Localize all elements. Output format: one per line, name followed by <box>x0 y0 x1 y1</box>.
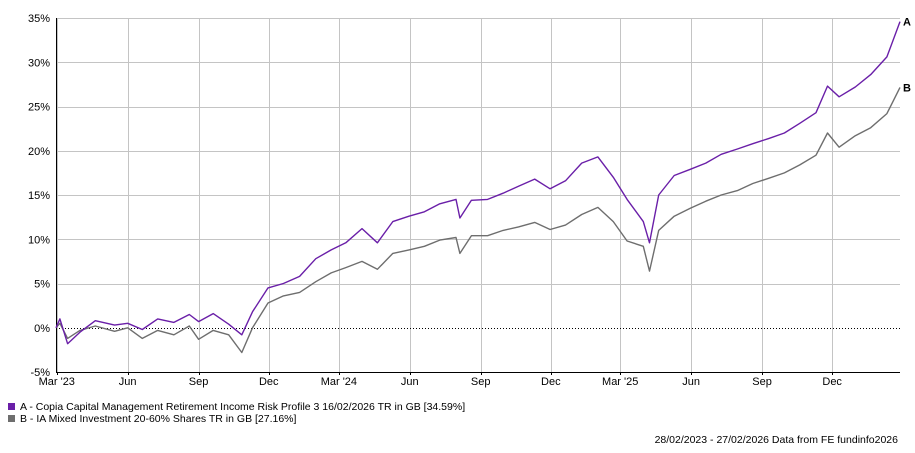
y-tick-label: 25% <box>28 102 50 114</box>
series-end-label-b: B <box>903 82 911 94</box>
tick-labels: 35% 30% 25% 20% 15% 10% 5% 0% -5%Mar '23 Jun Sep De… <box>28 13 911 388</box>
x-tick-label: Sep <box>189 376 209 388</box>
x-tick-label: Sep <box>471 376 491 388</box>
series-end-label-a: A <box>903 17 911 29</box>
y-tick-label: 5% <box>34 279 50 291</box>
grid-lines <box>56 18 900 373</box>
x-tick-label: Mar '24 <box>321 376 357 388</box>
x-tick-label: Jun <box>119 376 137 388</box>
series-lines <box>55 21 901 354</box>
axes <box>56 18 900 375</box>
x-tick-label: Dec <box>822 376 842 388</box>
y-tick-label: 30% <box>28 57 50 69</box>
x-tick-label: Mar '25 <box>602 376 638 388</box>
y-tick-label: 15% <box>28 190 50 202</box>
legend-swatch-a <box>8 403 15 410</box>
series-line-b <box>55 87 901 354</box>
data-source-footer: 28/02/2023 - 27/02/2026 Data from FE fun… <box>654 434 898 446</box>
x-tick-label: Dec <box>541 376 561 388</box>
legend-item-b: B - IA Mixed Investment 20-60% Shares TR… <box>8 413 296 425</box>
x-tick-label: Dec <box>259 376 279 388</box>
legend-swatch-b <box>8 415 15 422</box>
legend-label-b: B - IA Mixed Investment 20-60% Shares TR… <box>20 413 297 425</box>
legend-item-a: A - Copia Capital Management Retirement … <box>8 401 465 413</box>
y-tick-label: -5% <box>30 367 50 379</box>
x-tick-label: Jun <box>401 376 419 388</box>
x-tick-label: Sep <box>752 376 772 388</box>
legend-label-a: A - Copia Capital Management Retirement … <box>20 401 466 413</box>
performance-chart: 35% 30% 25% 20% 15% 10% 5% 0% -5%Mar '23 Jun Sep De… <box>28 13 911 388</box>
series-line-a <box>55 21 901 345</box>
x-tick-label: Jun <box>682 376 700 388</box>
y-tick-label: 20% <box>28 146 50 158</box>
y-tick-label: 35% <box>28 13 50 25</box>
y-tick-label: 10% <box>28 234 50 246</box>
y-tick-label: 0% <box>34 323 50 335</box>
x-tick-label: Mar '23 <box>39 376 75 388</box>
